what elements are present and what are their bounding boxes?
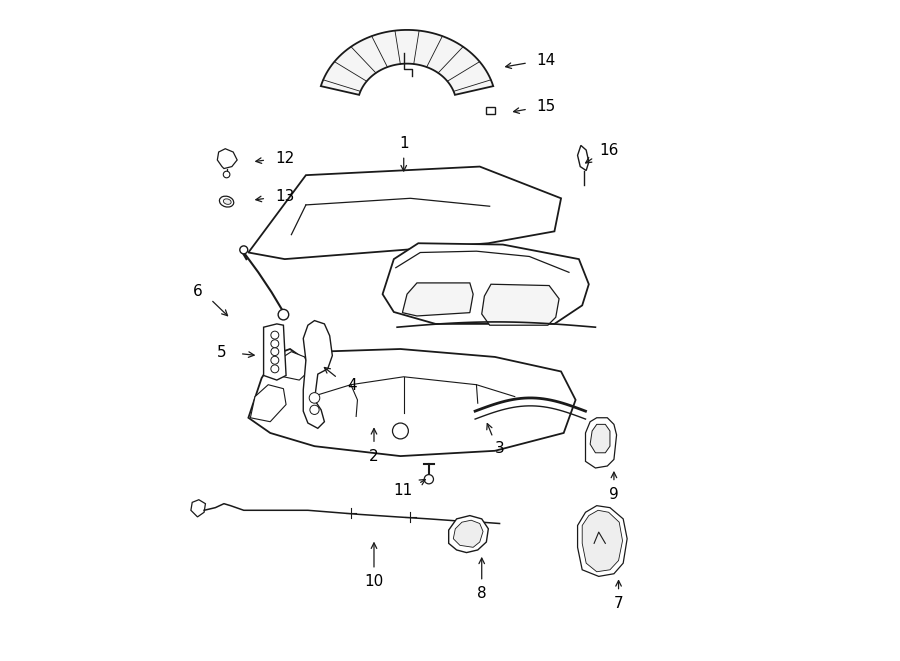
Polygon shape [578,506,627,576]
Text: 7: 7 [614,596,624,611]
Polygon shape [449,516,489,553]
Text: 5: 5 [217,345,226,360]
Circle shape [424,475,434,484]
Polygon shape [248,349,576,456]
Text: 16: 16 [599,143,619,158]
Polygon shape [217,149,238,169]
Polygon shape [590,424,610,453]
Circle shape [239,246,248,254]
Polygon shape [278,352,310,380]
Polygon shape [582,510,623,572]
Circle shape [271,348,279,356]
Polygon shape [264,324,286,380]
Ellipse shape [223,199,231,204]
Circle shape [278,309,289,320]
Text: 9: 9 [609,487,619,502]
Polygon shape [250,385,286,422]
Text: 15: 15 [536,99,556,114]
Circle shape [271,365,279,373]
Circle shape [271,331,279,339]
Circle shape [310,405,320,414]
Text: 6: 6 [193,284,202,299]
Polygon shape [303,321,332,428]
Text: 8: 8 [477,586,487,601]
Text: 1: 1 [399,136,409,151]
Polygon shape [248,167,561,259]
Text: 2: 2 [369,449,379,463]
Polygon shape [191,500,205,517]
Circle shape [271,340,279,348]
Text: 11: 11 [393,483,412,498]
Polygon shape [486,107,495,114]
Text: 12: 12 [275,151,294,166]
Circle shape [392,423,409,439]
Polygon shape [402,283,473,316]
Polygon shape [320,30,493,95]
Polygon shape [586,418,616,468]
Text: 14: 14 [536,54,556,68]
Polygon shape [382,243,589,324]
Text: 4: 4 [347,378,357,393]
Text: 3: 3 [495,441,505,456]
Circle shape [223,171,230,178]
Circle shape [271,356,279,364]
Polygon shape [454,520,483,547]
Polygon shape [482,284,559,325]
Circle shape [310,393,320,403]
Text: 13: 13 [274,189,294,204]
Polygon shape [578,145,589,171]
Ellipse shape [220,196,234,207]
Text: 10: 10 [364,574,383,589]
